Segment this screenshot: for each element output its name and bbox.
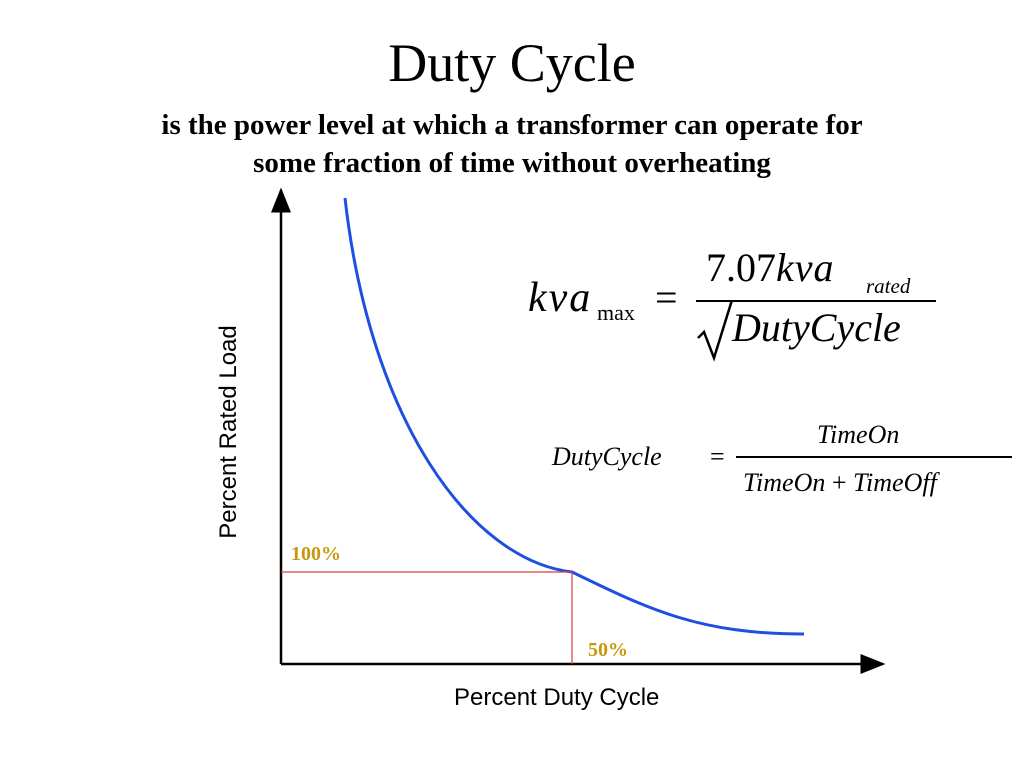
formula-duty-cycle-numerator: TimeOn	[817, 420, 900, 449]
formula-kva-max-num-subscript: rated	[866, 274, 911, 298]
formula-duty-cycle-lhs: DutyCycle	[552, 442, 662, 471]
x-axis-label: Percent Duty Cycle	[454, 684, 660, 711]
formula-kva-max-coefficient: 7.07	[706, 245, 776, 290]
square-root-sign-icon	[697, 300, 734, 362]
formula-kva-max-denominator: DutyCycle	[732, 305, 901, 350]
slide-subtitle: is the power level at which a transforme…	[0, 106, 1024, 182]
y-axis-label: Percent Rated Load	[215, 325, 242, 539]
formula-kva-max-fraction-bar	[696, 300, 936, 302]
duty-cycle-curve	[343, 197, 805, 636]
formula-kva-max-equals: =	[655, 275, 678, 320]
formula-duty-cycle-fraction-bar	[736, 456, 1012, 458]
formula-kva-max-num-var: kva	[776, 245, 835, 290]
formula-duty-cycle-den-plus: +	[831, 468, 847, 497]
formula-kva-max-lhs-subscript: max	[597, 300, 635, 325]
marker-50-percent: 50%	[588, 639, 628, 661]
formula-duty-cycle-den-a: TimeOn	[743, 468, 826, 497]
subtitle-line-1: is the power level at which a transforme…	[161, 109, 863, 141]
formula-duty-cycle: DutyCycle = TimeOn TimeOn + TimeOff	[552, 418, 1012, 508]
subtitle-line-2: some fraction of time without overheatin…	[253, 147, 771, 179]
formula-duty-cycle-equals: =	[710, 442, 725, 471]
formula-kva-max: kva max = 7.07kva rated DutyCycle	[528, 245, 968, 368]
slide-title: Duty Cycle	[388, 33, 636, 93]
formula-duty-cycle-den-b: TimeOff	[853, 468, 937, 497]
marker-100-percent: 100%	[291, 543, 341, 565]
formula-kva-max-numerator: 7.07kva	[706, 244, 835, 291]
formula-kva-max-lhs: kva	[528, 275, 593, 321]
formula-duty-cycle-denominator: TimeOn + TimeOff	[743, 468, 937, 498]
